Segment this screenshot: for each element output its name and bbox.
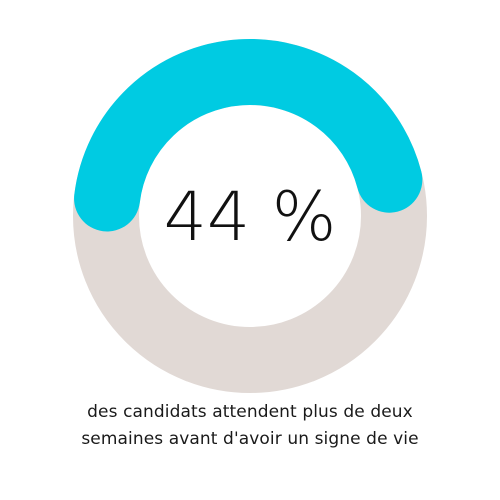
center-percentage-label: 44 % xyxy=(164,178,337,257)
donut-value-slice xyxy=(74,39,423,232)
caption-line-2: semaines avant d'avoir un signe de vie xyxy=(81,429,419,449)
caption-line-1: des candidats attendent plus de deux xyxy=(87,402,413,422)
chart-caption: des candidats attendent plus de deux sem… xyxy=(0,399,500,453)
